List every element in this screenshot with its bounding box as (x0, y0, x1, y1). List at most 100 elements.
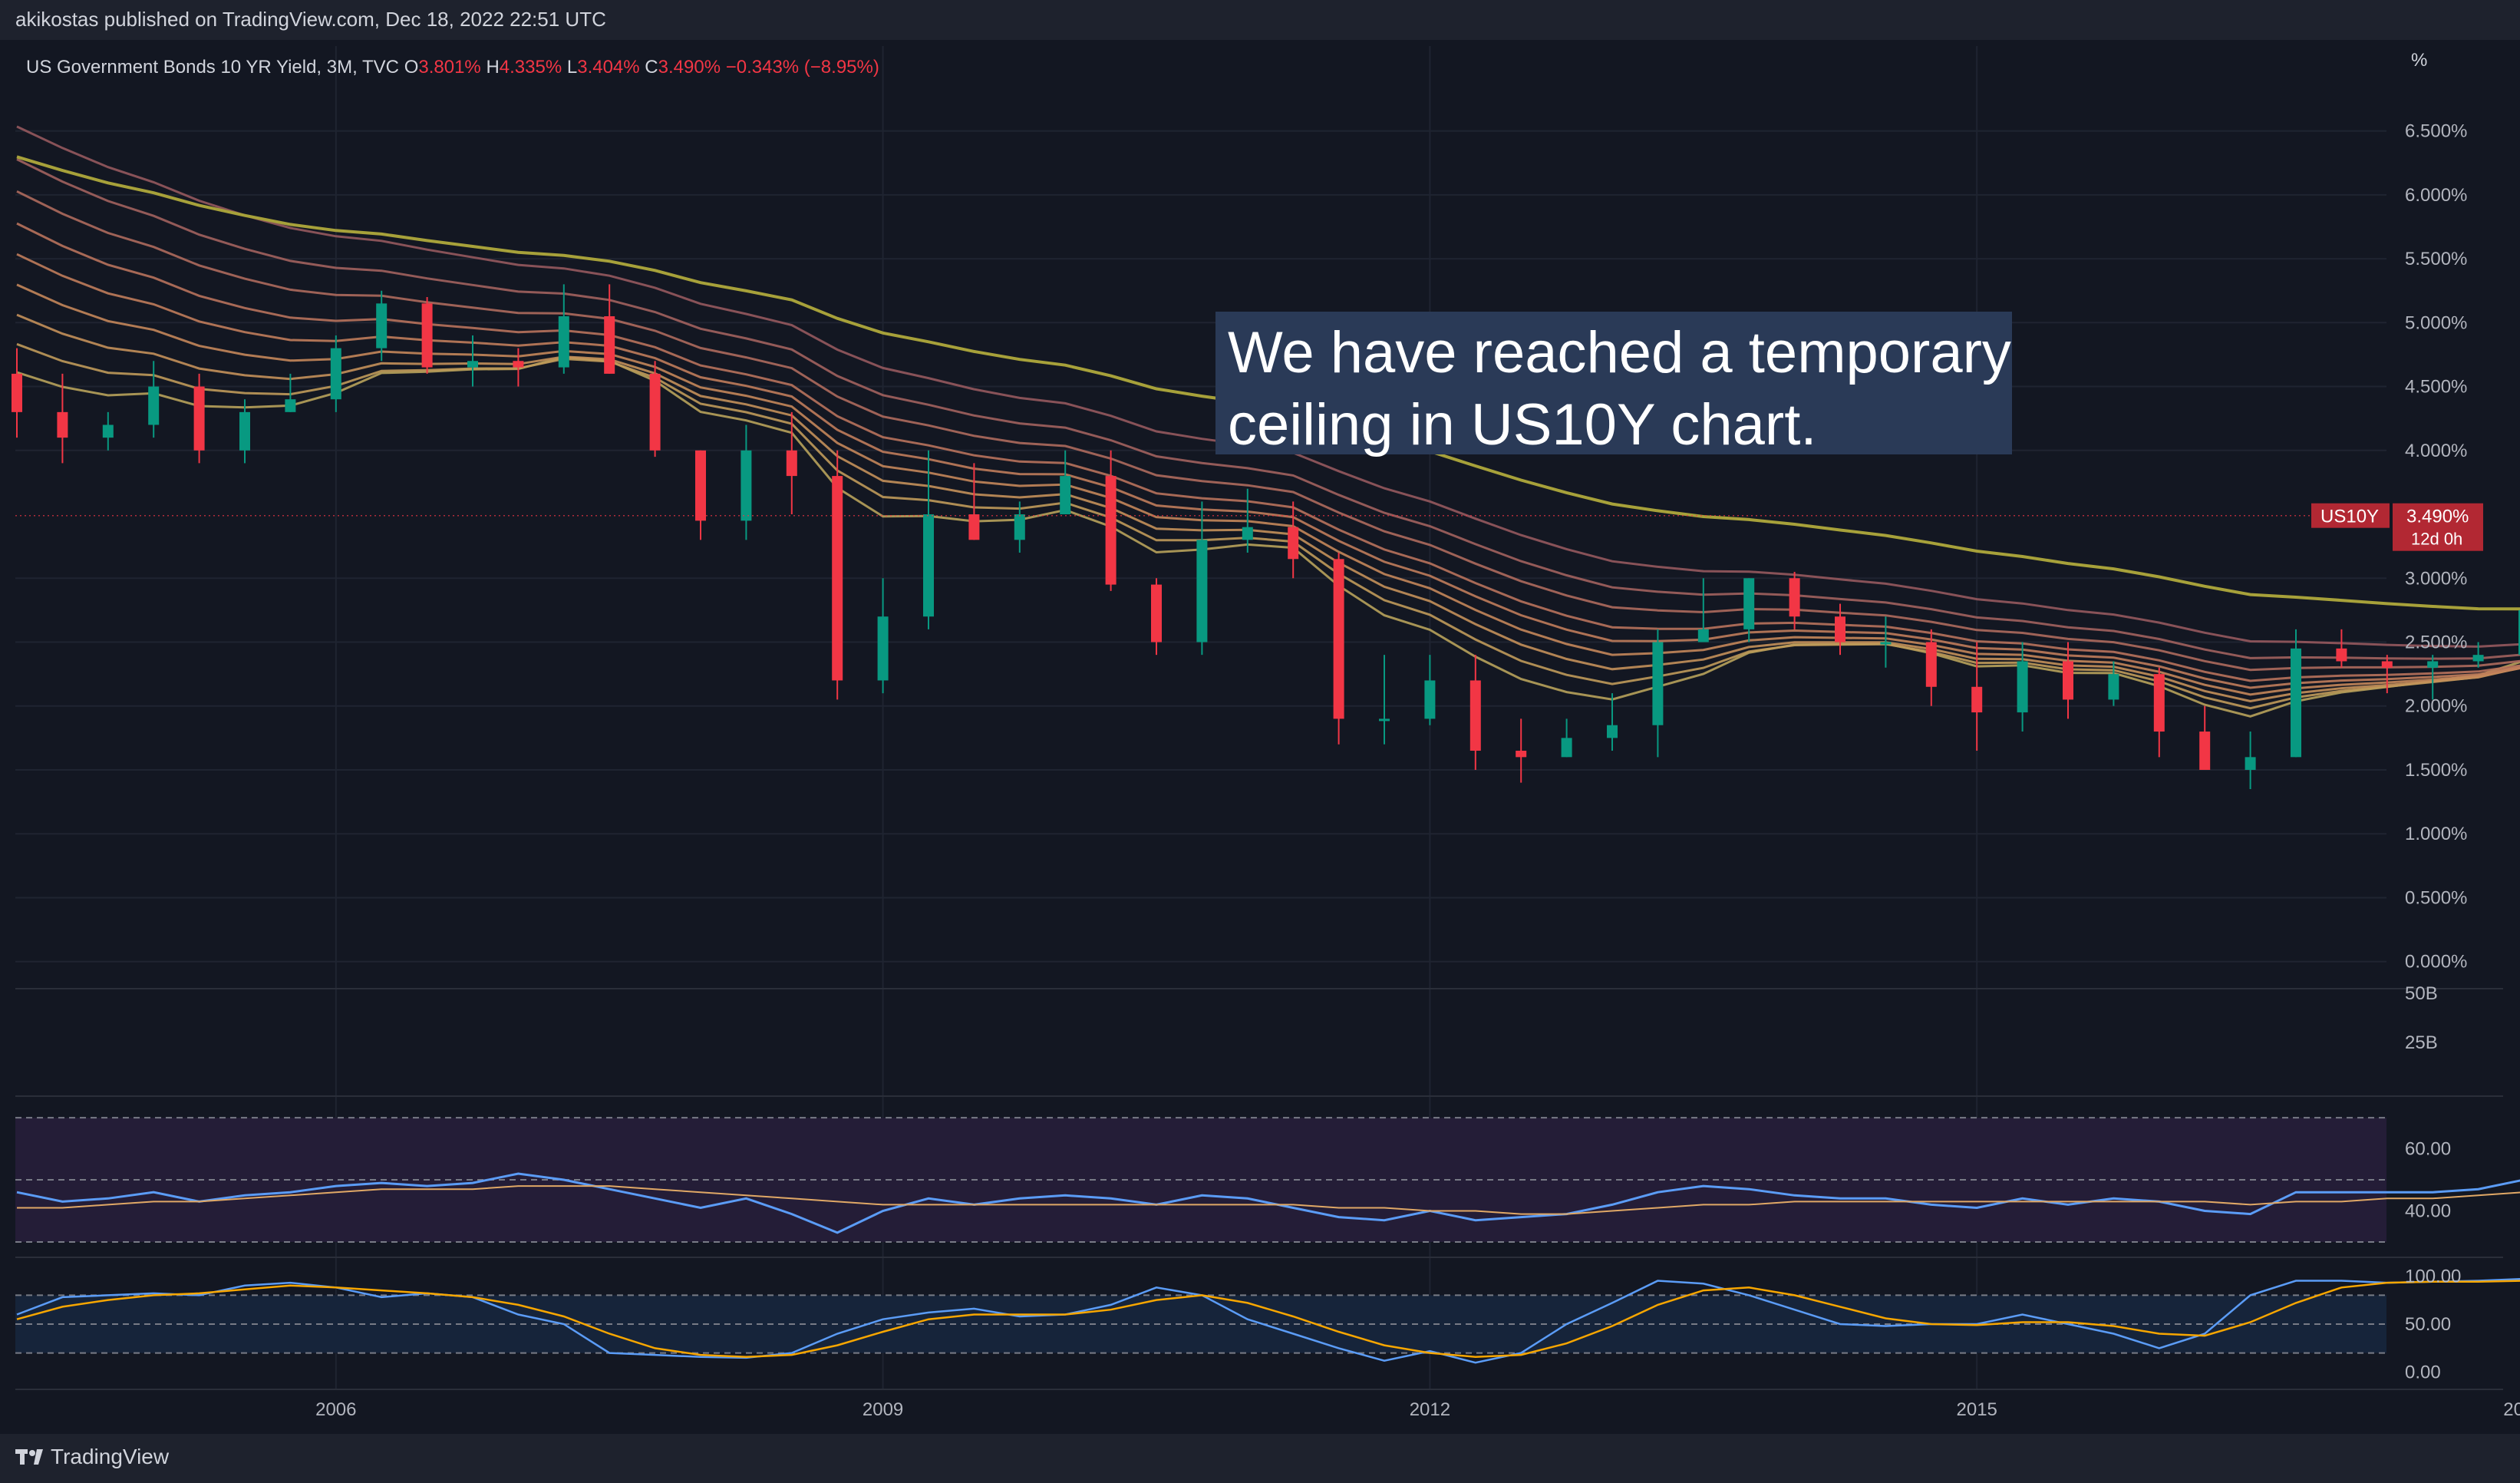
price-tick-label: 2.000% (2405, 696, 2467, 717)
candle-body (285, 399, 296, 412)
stoch-pane: 100.00 50.00 0.00 (16, 1266, 2520, 1383)
candle-body (2336, 648, 2347, 662)
rsi-tick-label: 60.00 (2405, 1139, 2451, 1160)
time-axis: 2006200920122015201820212024202720302033… (315, 1399, 2520, 1420)
candle-body (1789, 578, 1800, 617)
price-tick-label: 2.500% (2405, 633, 2467, 653)
ema-line (16, 342, 2520, 710)
candle-body (1379, 718, 1390, 722)
candle-body (558, 315, 569, 368)
time-tick-label: 2009 (863, 1399, 903, 1420)
publisher-bar: akikostas published on TradingView.com, … (0, 0, 2520, 40)
ema-ribbon (16, 125, 2520, 718)
price-tick-label: 4.500% (2405, 377, 2467, 398)
price-axis: 6.500% 6.000% 5.500% 5.000% 4.500% 4.000% 3.00… (15, 121, 2483, 973)
price-tick-label: 6.000% (2405, 185, 2467, 206)
chart-canvas[interactable]: 50B 25B 6.500% 6.000% 5.500% 5.000% 4.500% 4.0… (0, 0, 2520, 1434)
volume-axis: 50B 25B (2405, 983, 2438, 1053)
rsi-line (16, 1172, 2520, 1234)
rsi-pane: 60.00 40.00 (16, 1139, 2520, 1234)
annotation-box[interactable]: We have reached a temporary ceiling in U… (1215, 312, 2012, 457)
volume-tick-label: 25B (2405, 1032, 2438, 1053)
candle-body (604, 315, 615, 374)
candle-body (2199, 732, 2211, 770)
candle-body (2472, 655, 2484, 662)
candle-body (513, 361, 524, 368)
candle-body (2245, 757, 2256, 770)
candle-body (1516, 751, 1527, 758)
candle-body (649, 373, 661, 451)
candle-body (2108, 674, 2119, 700)
candle-body (1652, 642, 1664, 725)
candle-body (2381, 661, 2393, 668)
candle-body (2518, 609, 2520, 656)
candle-body (1288, 527, 1299, 560)
price-tick-label: 6.500% (2405, 121, 2467, 142)
candle-body (1060, 476, 1071, 515)
ema-line (16, 222, 2520, 682)
last-price-tag-bg (2393, 503, 2483, 551)
volume-tick-label: 50B (2405, 983, 2438, 1004)
candle-body (923, 514, 934, 617)
ema-line (16, 313, 2520, 703)
candle-body (2291, 648, 2301, 758)
price-tick-label: 1.500% (2405, 760, 2467, 781)
price-tick-label: 5.500% (2405, 249, 2467, 269)
candle-body (2153, 674, 2165, 732)
tradingview-logo-icon (15, 1449, 43, 1465)
candle-body (877, 616, 889, 681)
indicator-backgrounds (15, 1117, 2386, 1354)
change-value: −0.343% (−8.95%) (725, 57, 879, 78)
candle-body (1333, 559, 1344, 719)
candle-body (1971, 686, 1983, 713)
candle-body (832, 476, 843, 681)
stoch-k-line (16, 1277, 2520, 1364)
stoch-d-line (16, 1280, 2520, 1358)
footer-brand: TradingView (51, 1445, 170, 1468)
open-value: 3.801% (418, 57, 481, 78)
candle-body (1151, 584, 1162, 642)
candle-body (193, 386, 205, 451)
candle-body (2063, 661, 2073, 700)
candle-body (1469, 680, 1481, 751)
price-tick-label: 1.000% (2405, 824, 2467, 844)
candle-body (330, 348, 341, 400)
candle-body (1196, 540, 1208, 642)
open-label: O (404, 57, 419, 78)
time-tick-label: 2006 (315, 1399, 356, 1420)
price-tick-label: 3.000% (2405, 568, 2467, 589)
last-price-value: 3.490% (2406, 507, 2469, 527)
publisher-text: akikostas published on TradingView.com, … (15, 8, 606, 31)
symbol-title: US Government Bonds 10 YR Yield, 3M, TVC (26, 57, 400, 78)
candle-body (12, 373, 22, 412)
candle-body (1424, 680, 1436, 719)
symbol-tag-bg (2311, 503, 2390, 528)
candle-body (467, 361, 478, 368)
price-tick-label: 4.000% (2405, 441, 2467, 461)
symbol-tag-label: US10Y (2320, 507, 2379, 527)
candle-body (421, 303, 433, 368)
time-tick-label: 2018 (2503, 1399, 2520, 1420)
price-tick-label: 5.000% (2405, 312, 2467, 333)
candle-body (740, 450, 752, 521)
annotation-line-1: We have reached a temporary (1228, 320, 2011, 385)
stoch-tick-label: 0.00 (2405, 1362, 2441, 1383)
candle-body (1880, 642, 1892, 645)
candle-body (786, 450, 797, 477)
candle-body (2017, 661, 2028, 713)
sma-line (16, 155, 2520, 611)
annotation-line-2: ceiling in US10Y chart. (1228, 392, 1817, 457)
candle-body (1242, 527, 1253, 540)
candle-body (376, 303, 388, 348)
candle-body (1925, 642, 1937, 687)
close-label: C (645, 57, 658, 78)
time-tick-label: 2015 (1957, 1399, 1997, 1420)
candle-body (239, 411, 250, 451)
ema-line (16, 125, 2520, 648)
candle-body (1607, 725, 1618, 738)
candle-body (695, 450, 706, 521)
stoch-tick-label: 100.00 (2405, 1266, 2461, 1286)
low-label: L (566, 57, 578, 78)
ema-line (16, 283, 2520, 696)
candle-body (57, 411, 68, 438)
